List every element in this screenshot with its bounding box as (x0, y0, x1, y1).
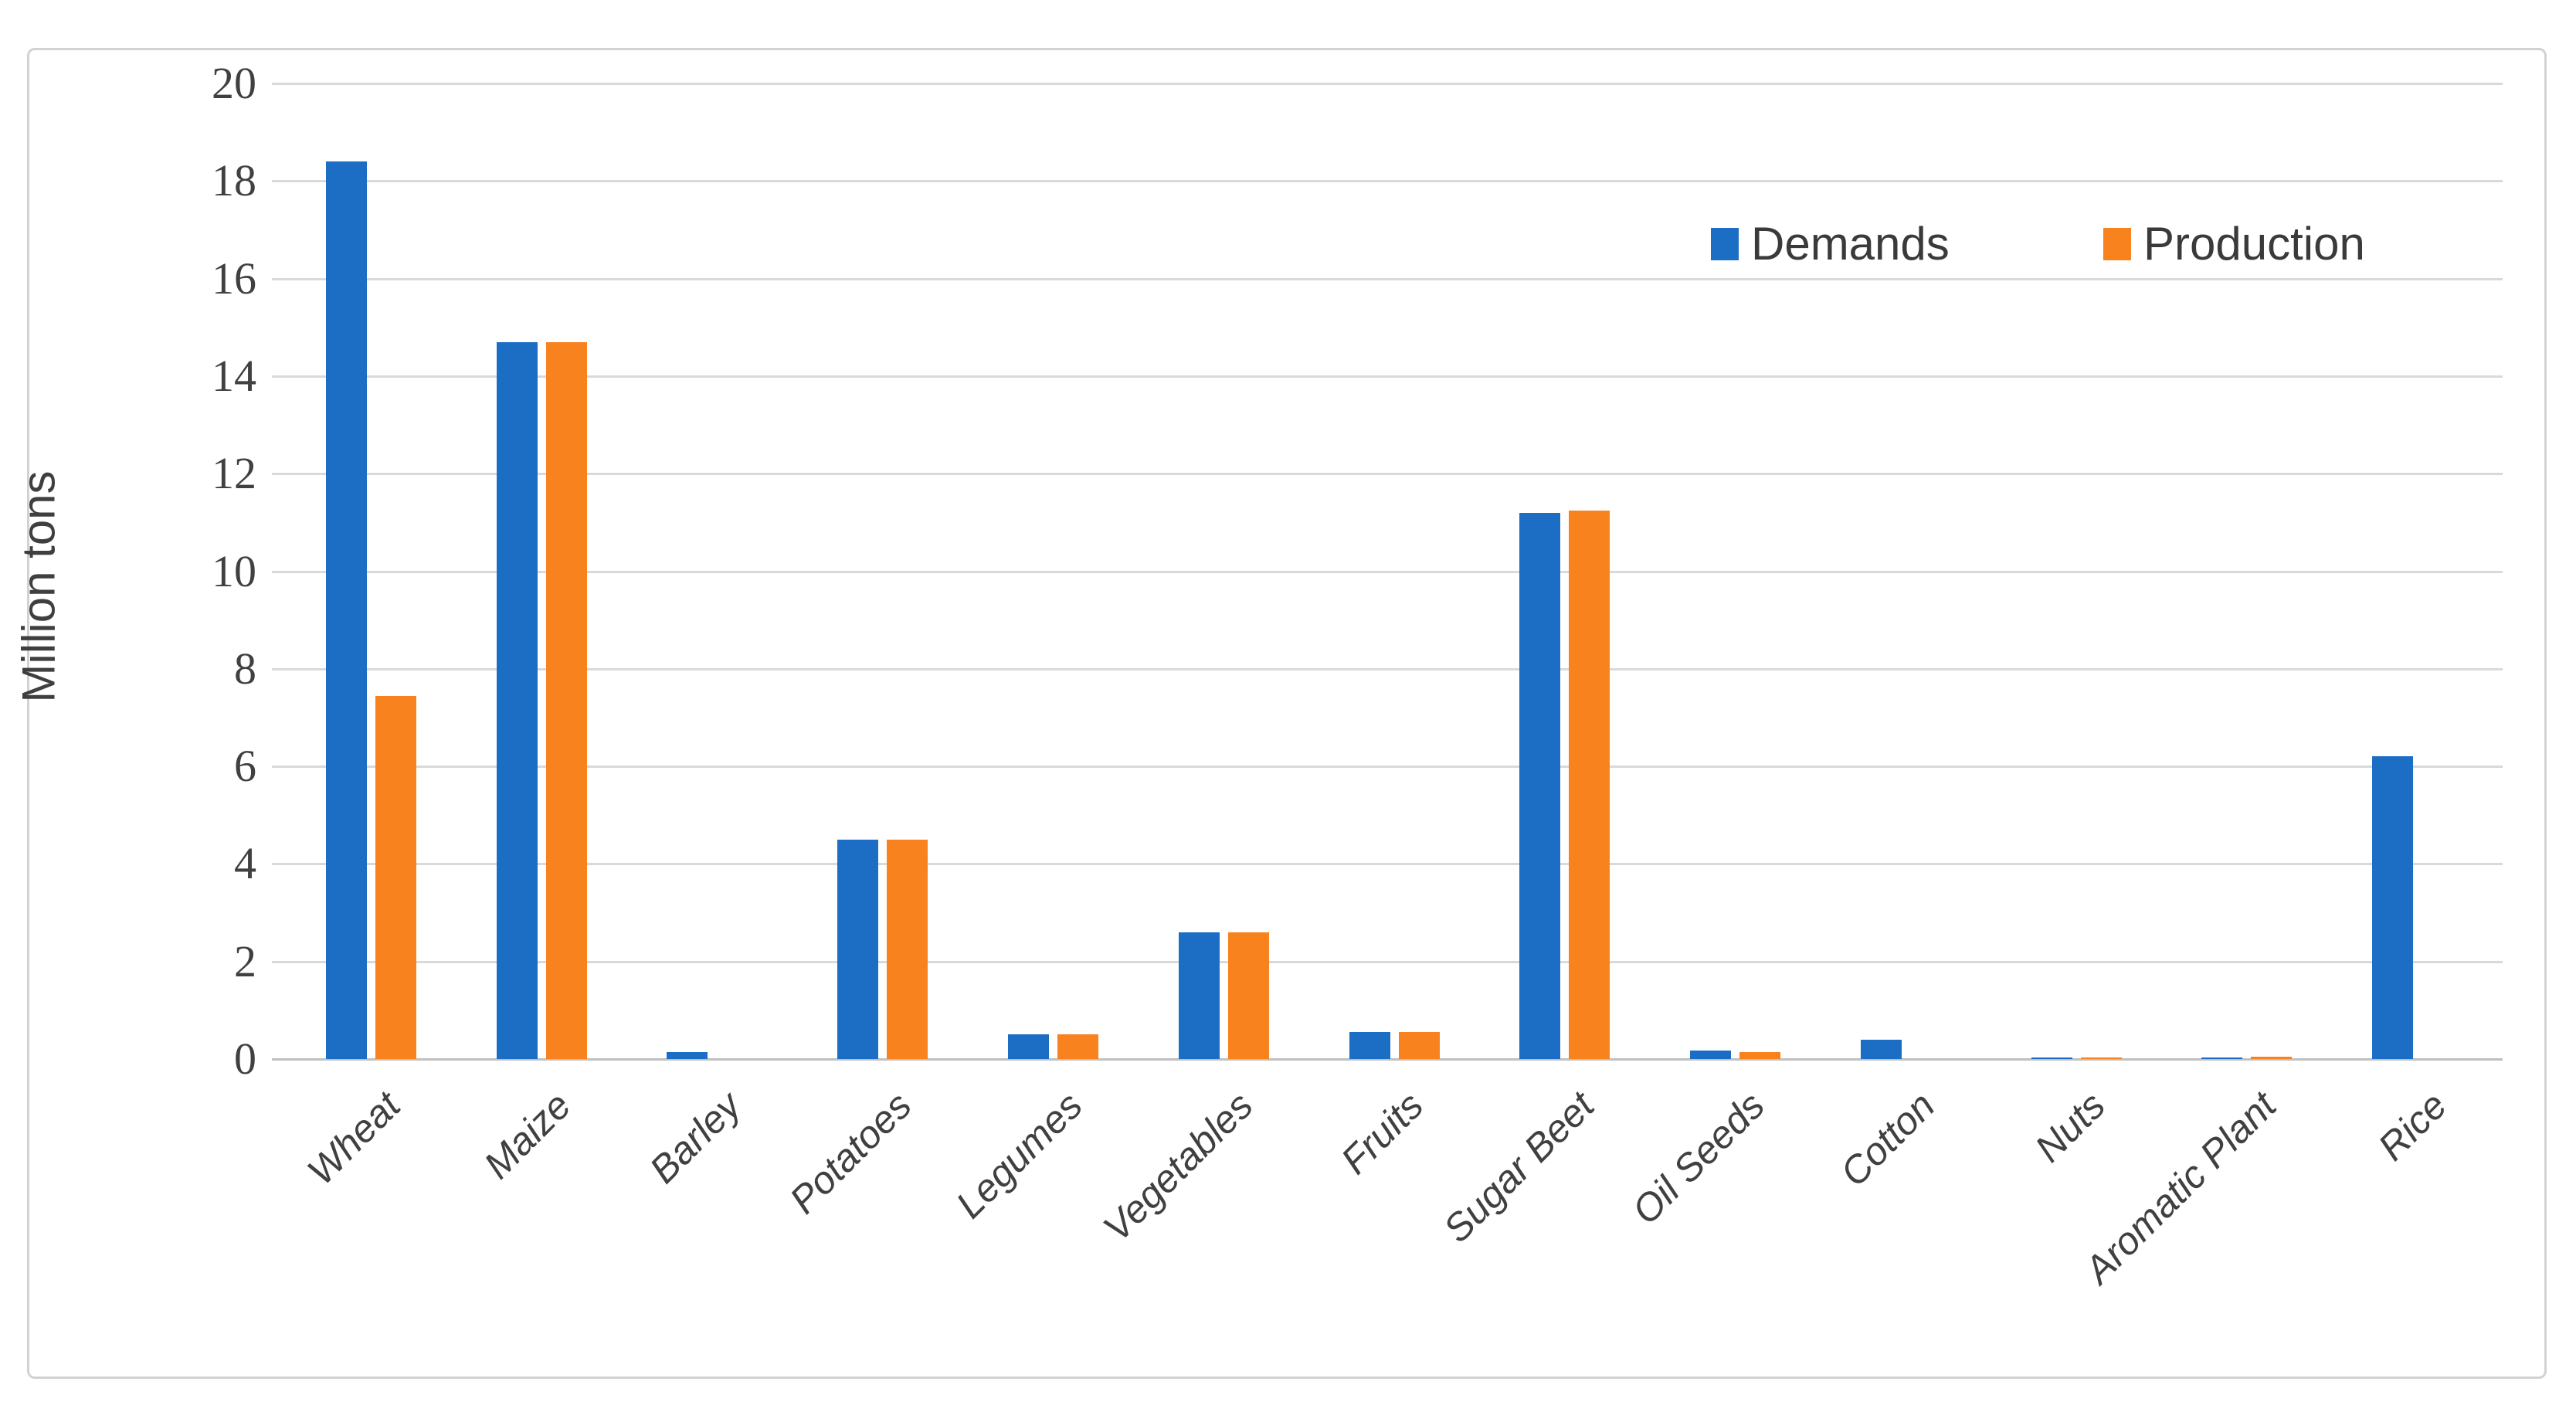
gridline (272, 765, 2503, 769)
x-category-label: Barley (641, 1083, 750, 1192)
chart-frame (27, 48, 2547, 1379)
bar-production-potatoes (887, 839, 928, 1059)
bar-production-maize (545, 341, 587, 1059)
y-tick-label: 8 (234, 643, 256, 694)
bar-demands-legumes (1007, 1034, 1049, 1059)
x-category-label: Fruits (1332, 1083, 1432, 1183)
bar-production-oil-seeds (1739, 1052, 1781, 1059)
bar-demands-vegetables (1178, 932, 1220, 1059)
bar-production-vegetables (1227, 932, 1269, 1059)
y-tick-label: 14 (212, 350, 256, 401)
x-category-label: Legumes (947, 1083, 1091, 1227)
bar-demands-cotton (1860, 1039, 1902, 1059)
bar-production-legumes (1057, 1034, 1098, 1059)
bar-demands-fruits (1349, 1032, 1390, 1059)
y-tick-label: 0 (234, 1034, 256, 1084)
legend-label-production: Production (2143, 218, 2365, 270)
bar-demands-rice (2372, 756, 2414, 1059)
bar-production-nuts (2080, 1057, 2122, 1059)
x-axis-line (272, 1058, 2503, 1061)
bar-production-wheat (375, 695, 416, 1059)
x-category-label: Cotton (1831, 1083, 1943, 1195)
gridline (272, 83, 2503, 85)
y-tick-label: 20 (212, 58, 256, 108)
y-tick-label: 4 (234, 838, 256, 889)
gridline (272, 473, 2503, 476)
x-category-label: Wheat (298, 1083, 409, 1193)
bar-demands-sugar-beet (1519, 512, 1561, 1059)
x-category-label: Maize (475, 1083, 579, 1187)
bar-demands-nuts (2031, 1057, 2072, 1059)
x-category-label: Rice (2369, 1083, 2455, 1169)
legend-item-production: Production (2103, 219, 2365, 270)
bar-demands-aromatic-plant (2201, 1057, 2243, 1059)
bar-production-aromatic-plant (2251, 1057, 2293, 1059)
x-category-label: Potatoes (781, 1083, 920, 1222)
y-tick-label: 18 (212, 155, 256, 206)
legend-swatch-demands-icon (1711, 228, 1739, 260)
legend-item-demands: Demands (1711, 219, 1950, 270)
gridline (272, 570, 2503, 573)
x-category-label: Sugar Beet (1434, 1083, 1603, 1251)
bar-demands-maize (496, 341, 538, 1059)
bar-demands-barley (667, 1051, 708, 1059)
bar-demands-oil-seeds (1690, 1051, 1732, 1059)
x-category-label: Vegetables (1095, 1083, 1261, 1250)
x-category-label: Oil Seeds (1623, 1083, 1773, 1233)
gridline (272, 180, 2503, 183)
bar-demands-potatoes (837, 839, 879, 1059)
y-tick-label: 6 (234, 741, 256, 792)
gridline (272, 863, 2503, 866)
bar-production-sugar-beet (1569, 510, 1610, 1059)
gridline (272, 960, 2503, 963)
y-tick-label: 10 (212, 545, 256, 596)
bar-demands-wheat (325, 161, 367, 1059)
gridline (272, 375, 2503, 378)
legend-label-demands: Demands (1751, 218, 1950, 270)
legend-swatch-production-icon (2103, 228, 2131, 260)
x-category-label: Nuts (2027, 1083, 2114, 1171)
y-tick-label: 16 (212, 253, 256, 304)
gridline (272, 667, 2503, 670)
y-tick-label: 12 (212, 448, 256, 499)
y-tick-label: 2 (234, 935, 256, 986)
gridline (272, 277, 2503, 280)
bar-production-fruits (1398, 1032, 1440, 1059)
